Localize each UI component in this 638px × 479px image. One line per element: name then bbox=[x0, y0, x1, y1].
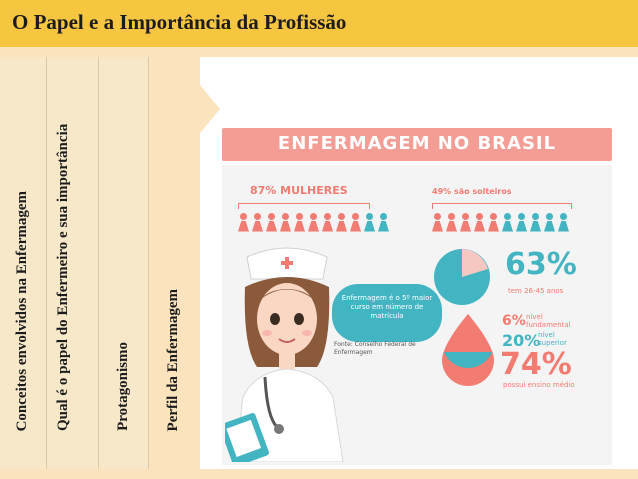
tab-label: Conceitos envolvidos na Enfermagem bbox=[14, 190, 30, 431]
medio-percent: 74% bbox=[500, 347, 572, 382]
medio-label: possui ensino médio bbox=[503, 381, 575, 389]
single-bracket bbox=[432, 203, 572, 209]
man-icon bbox=[378, 213, 389, 235]
single-person-icon bbox=[460, 213, 471, 235]
person-icon bbox=[502, 213, 513, 235]
woman-icon bbox=[252, 213, 263, 235]
superior-percent: 20% bbox=[502, 331, 541, 350]
banner-title: ENFERMAGEM NO BRASIL bbox=[277, 133, 557, 154]
slide-title: O Papel e a Importância da Profissão bbox=[12, 10, 347, 34]
fundamental-percent: 6% bbox=[502, 313, 526, 329]
tab-label: Protagonismo bbox=[115, 342, 131, 431]
vertical-tabs: Conceitos envolvidos na Enfermagem Qual … bbox=[0, 57, 200, 469]
infographic-banner: ENFERMAGEM NO BRASIL bbox=[222, 128, 612, 161]
tab-label: Perfil da Enfermagem bbox=[165, 288, 181, 431]
woman-icon bbox=[238, 213, 249, 235]
tab-protagonismo[interactable]: Protagonismo bbox=[99, 57, 149, 469]
education-drop-icon bbox=[442, 314, 494, 386]
content-panel: ENFERMAGEM NO BRASIL 87% MULHERES 49% sã… bbox=[200, 57, 638, 469]
info-bubble: Enfermagem é o 5º maior curso em número … bbox=[332, 284, 442, 342]
nurse-illustration bbox=[225, 247, 344, 462]
women-people-row bbox=[238, 213, 389, 235]
single-person-icon bbox=[432, 213, 443, 235]
single-label: 49% são solteiros bbox=[432, 187, 512, 196]
age-label: tem 26-45 anos bbox=[508, 287, 564, 295]
tab-conceitos[interactable]: Conceitos envolvidos na Enfermagem bbox=[0, 57, 47, 469]
source-text: Fonte: Conselho Federal de Enfermagem bbox=[334, 341, 416, 356]
man-icon bbox=[364, 213, 375, 235]
woman-icon bbox=[336, 213, 347, 235]
woman-icon bbox=[308, 213, 319, 235]
woman-icon bbox=[322, 213, 333, 235]
single-person-icon bbox=[488, 213, 499, 235]
woman-icon bbox=[266, 213, 277, 235]
women-label: 87% MULHERES bbox=[250, 184, 348, 197]
person-icon bbox=[530, 213, 541, 235]
woman-icon bbox=[294, 213, 305, 235]
bubble-text: Enfermagem é o 5º maior curso em número … bbox=[341, 294, 433, 320]
women-bracket bbox=[238, 203, 370, 209]
superior-label: nível superior bbox=[538, 331, 567, 347]
person-icon bbox=[516, 213, 527, 235]
fundamental-label: nível fundamental bbox=[526, 313, 571, 329]
person-icon bbox=[544, 213, 555, 235]
single-person-icon bbox=[446, 213, 457, 235]
single-people-row bbox=[432, 213, 569, 235]
tab-perfil-enfermagem[interactable]: Perfil da Enfermagem bbox=[149, 57, 200, 469]
tab-papel-enfermeiro[interactable]: Qual é o papel do Enfermeiro e sua impor… bbox=[47, 57, 99, 469]
age-pie-chart bbox=[434, 249, 490, 305]
age-percent: 63% bbox=[505, 247, 577, 282]
woman-icon bbox=[280, 213, 291, 235]
woman-icon bbox=[350, 213, 361, 235]
tab-label: Qual é o papel do Enfermeiro e sua impor… bbox=[55, 123, 71, 431]
person-icon bbox=[558, 213, 569, 235]
single-person-icon bbox=[474, 213, 485, 235]
active-tab-pointer bbox=[200, 85, 220, 133]
slide-header: O Papel e a Importância da Profissão bbox=[0, 0, 638, 47]
